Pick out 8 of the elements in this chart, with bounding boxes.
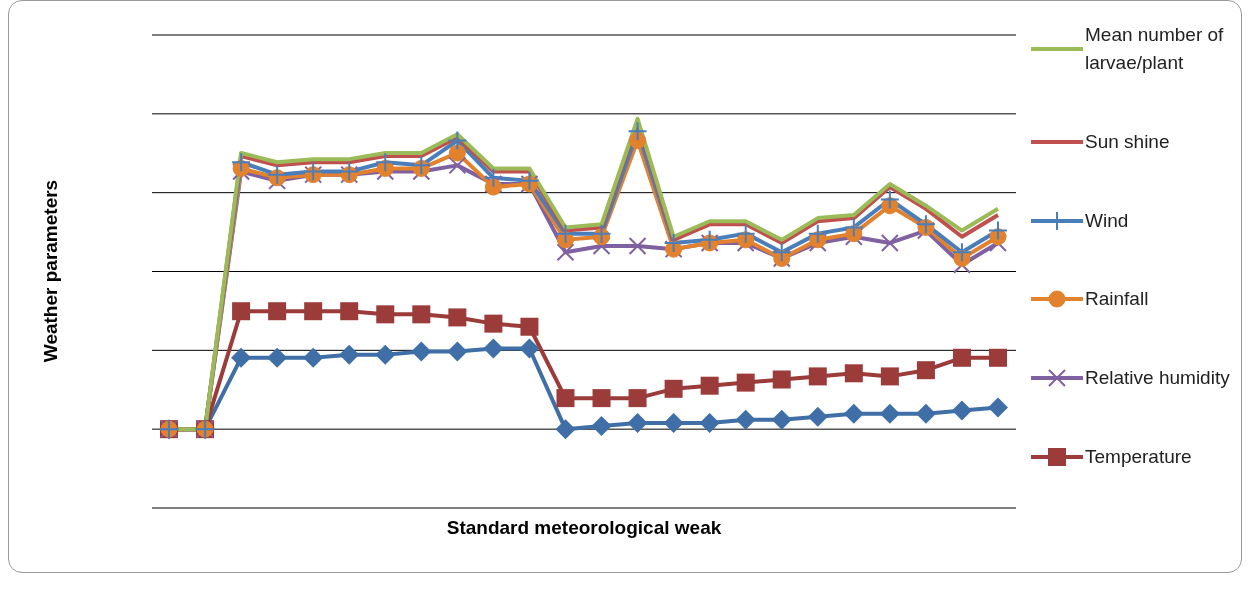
legend-label: Sun shine [1085,129,1170,154]
y-axis-title: Weather parameters [40,179,62,363]
legend-label: Temperature [1085,445,1192,469]
legend-label: Rainfall [1085,287,1149,312]
legend-label: Relative humidity [1085,366,1230,391]
legend-label: Wind [1085,208,1129,233]
x-axis-title: Standard meteorological weak [445,517,723,539]
legend-label: Mean number of larvae/plant [1085,23,1225,75]
